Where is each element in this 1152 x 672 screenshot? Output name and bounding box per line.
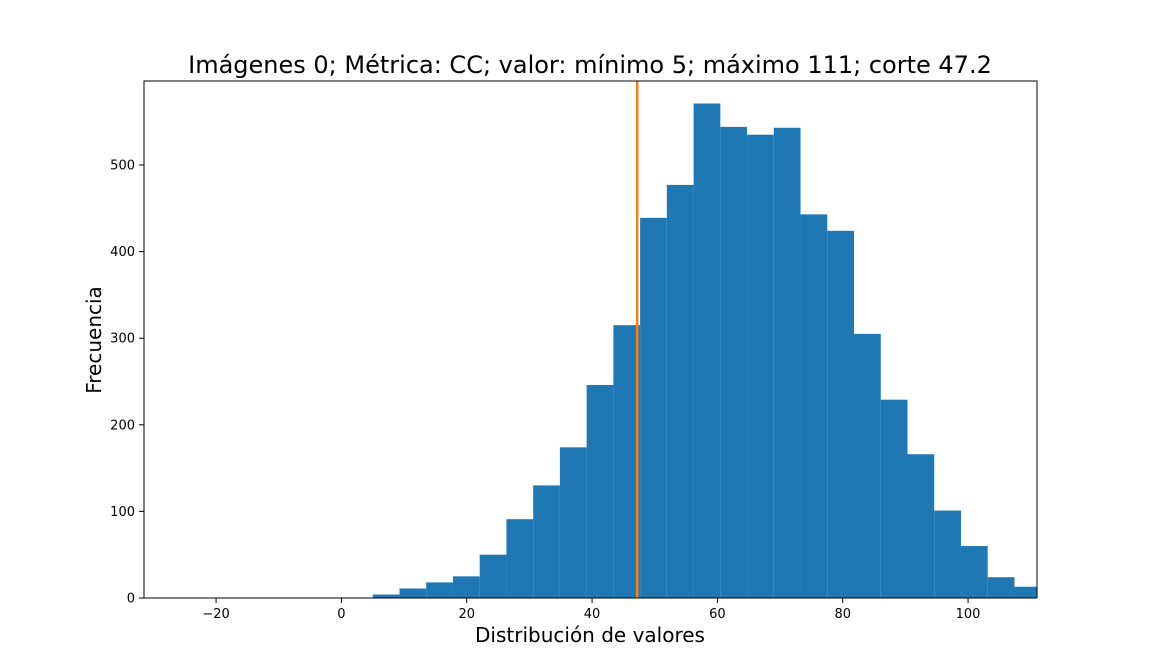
histogram-bar <box>372 594 400 598</box>
x-tick-label: 40 <box>584 607 601 622</box>
histogram-bar <box>747 134 774 598</box>
histogram-bars <box>372 103 1037 598</box>
histogram-bar <box>827 230 855 598</box>
plot-frame <box>143 80 1038 599</box>
histogram-bar <box>693 103 721 598</box>
histogram-bar <box>854 333 881 598</box>
histogram-bar <box>479 554 507 598</box>
histogram-bar <box>934 510 961 598</box>
histogram-bar <box>773 127 801 598</box>
histogram-bar <box>880 399 908 598</box>
histogram-bar <box>533 485 560 598</box>
histogram-bar <box>1014 586 1037 598</box>
histogram-bar <box>640 217 667 598</box>
y-tick-label: 500 <box>110 159 135 174</box>
y-tick-label: 200 <box>110 418 135 433</box>
x-tick-label: 60 <box>709 607 726 622</box>
y-tick-label: 100 <box>110 505 135 520</box>
x-tick-label: −20 <box>202 607 229 622</box>
histogram-bar <box>452 576 480 598</box>
histogram-bar <box>559 447 587 598</box>
y-tick-label: 400 <box>110 245 135 260</box>
y-tick-label: 0 <box>127 592 135 607</box>
x-tick-label: 0 <box>337 607 345 622</box>
x-axis-title: Distribución de valores <box>475 623 705 647</box>
x-tick-label: 20 <box>458 607 475 622</box>
chart-title: Imágenes 0; Métrica: CC; valor: mínimo 5… <box>188 51 992 79</box>
x-tick-label: 80 <box>834 607 851 622</box>
y-tick-label: 300 <box>110 332 135 347</box>
x-axis-ticks: −20 0 20 40 60 80 100 <box>202 598 980 622</box>
x-tick-label: 100 <box>956 607 981 622</box>
y-axis-ticks: 0 100 200 300 400 500 <box>110 159 144 607</box>
histogram-bar <box>907 454 935 598</box>
histogram-bar <box>426 582 453 598</box>
histogram-bar <box>506 519 534 598</box>
histogram-bar <box>960 546 988 598</box>
histogram-bar <box>987 577 1015 598</box>
histogram-bar <box>399 588 427 598</box>
histogram-bar <box>613 325 641 598</box>
histogram-bar <box>800 214 828 598</box>
histogram-bar <box>720 126 748 598</box>
histogram-bar <box>586 384 614 598</box>
histogram-bar <box>666 184 694 598</box>
y-axis-title: Frecuencia <box>82 286 106 394</box>
